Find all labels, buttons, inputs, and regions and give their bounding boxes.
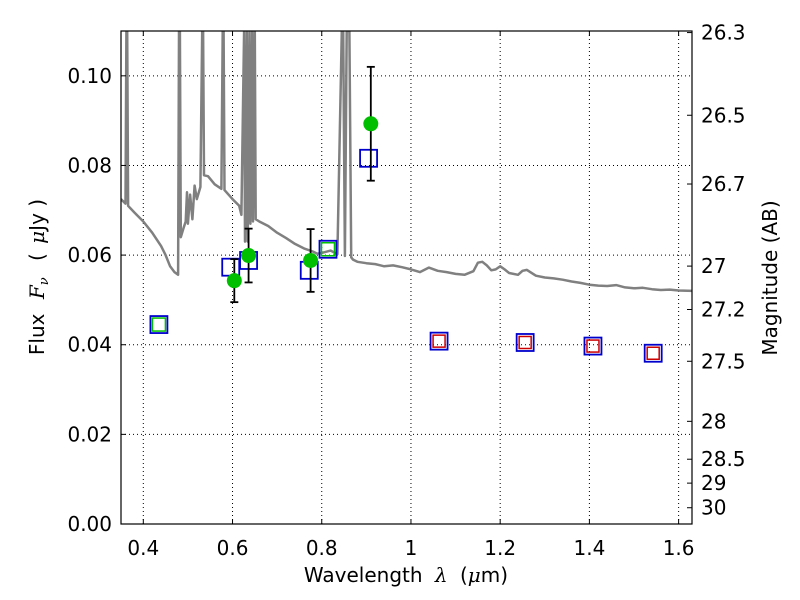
model-photometry-box	[429, 331, 449, 351]
model-photometry-box	[583, 336, 603, 356]
y-axis-ticks: 0.00 0.02 0.04 0.06 0.08 0.10	[67, 64, 126, 536]
upper-limit-marker	[646, 346, 660, 360]
measured-flux-point	[241, 248, 257, 264]
magnitude-tick-label: 28.5	[701, 447, 746, 471]
magnitude-tick-label: 27	[701, 254, 726, 278]
measured-flux-point	[303, 252, 319, 268]
plot-frame	[120, 30, 693, 525]
x-tick-label: 1.6	[663, 536, 695, 560]
model-spectrum-line	[121, 31, 692, 293]
magnitude-tick-label: 28	[701, 409, 726, 433]
x-axis-title: Wavelength λ (μm)	[304, 563, 508, 587]
y-tick-label: 0.00	[67, 512, 112, 536]
magnitude-axis-title: Magnitude (AB)	[758, 200, 782, 355]
x-tick-label: 0.8	[306, 536, 338, 560]
magnitude-tick-label: 27.2	[701, 297, 746, 321]
magnitude-tick-label: 27.5	[701, 349, 746, 373]
measured-flux-point	[363, 116, 379, 132]
y-tick-label: 0.02	[67, 422, 112, 446]
measured-points-layer	[226, 65, 379, 304]
magnitude-tick-label: 29	[701, 471, 726, 495]
y-tick-label: 0.08	[67, 153, 112, 177]
x-tick-label: 0.6	[217, 536, 249, 560]
y-tick-label: 0.04	[67, 333, 112, 357]
x-tick-label: 1.2	[484, 536, 516, 560]
y-axis-title: Flux Fν ( μJy )	[25, 199, 53, 355]
y-tick-label: 0.06	[67, 243, 112, 267]
magnitude-tick-label: 26.5	[701, 103, 746, 127]
magnitude-tick-label: 26.3	[701, 21, 746, 45]
model-points-layer	[149, 148, 663, 363]
model-photometry-box	[515, 333, 535, 352]
x-axis-ticks: 0.4 0.6 0.8 1 1.2 1.4 1.6	[127, 31, 695, 560]
measured-flux-point	[226, 273, 242, 289]
model-photometry-box	[221, 257, 241, 277]
model-photometry-box	[149, 315, 169, 334]
y-tick-label: 0.10	[67, 64, 112, 88]
upper-limit-marker	[586, 339, 600, 353]
spectrum-layer	[121, 31, 692, 293]
model-photometry-box	[643, 343, 663, 363]
upper-limit-marker	[320, 242, 336, 257]
magnitude-tick-label: 26.7	[701, 172, 746, 196]
upper-limit-marker	[432, 334, 446, 348]
x-tick-label: 0.4	[127, 536, 159, 560]
magnitude-tick-label: 30	[701, 496, 726, 520]
upper-limit-marker	[151, 317, 167, 332]
model-photometry-box	[318, 239, 338, 259]
grid-lines	[121, 31, 692, 525]
x-tick-label: 1	[405, 536, 418, 560]
upper-limit-marker	[518, 335, 532, 350]
x-tick-label: 1.4	[573, 536, 605, 560]
model-photometry-box	[359, 148, 378, 168]
